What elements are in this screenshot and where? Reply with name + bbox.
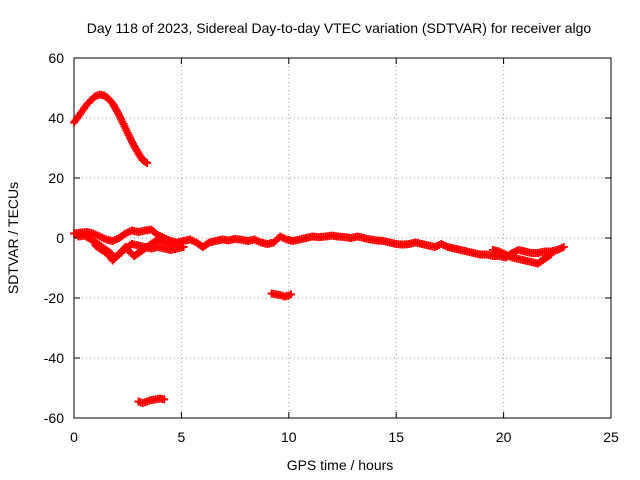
data-point	[286, 290, 295, 299]
series-cluster-minus-54	[134, 394, 169, 407]
data-point	[160, 395, 169, 404]
series-band-branch-b	[123, 235, 177, 260]
data-marks	[70, 90, 568, 407]
y-tick-label: 20	[48, 170, 64, 186]
y-axis-label: SDTVAR / TECUs	[5, 182, 21, 294]
x-tick-label: 10	[281, 429, 297, 445]
series-band-branch-a	[91, 241, 130, 265]
series-cluster-minus-19	[267, 289, 295, 301]
x-axis-label: GPS time / hours	[287, 457, 394, 473]
data-point	[168, 241, 177, 250]
data-point	[203, 239, 212, 248]
y-tick-label: -60	[44, 410, 64, 426]
data-point	[559, 243, 568, 251]
x-tick-label: 20	[496, 429, 512, 445]
y-tick-label: 60	[48, 50, 64, 66]
data-point	[545, 251, 554, 260]
chart-title: Day 118 of 2023, Sidereal Day-to-day VTE…	[87, 20, 592, 36]
x-tick-label: 25	[603, 429, 619, 445]
x-tick-label: 15	[388, 429, 404, 445]
series-main-band	[70, 225, 568, 262]
y-tick-label: 0	[56, 230, 64, 246]
series-band-tail	[488, 246, 555, 268]
data-point	[179, 243, 188, 251]
data-point	[143, 159, 152, 167]
x-tick-labels: 0 5 10 15 20 25	[70, 429, 619, 445]
y-tick-label: 40	[48, 110, 64, 126]
data-point	[546, 250, 555, 259]
series-arc-rise	[70, 90, 152, 167]
y-tick-label: -20	[44, 290, 64, 306]
x-tick-label: 0	[70, 429, 78, 445]
y-tick-labels: -60 -40 -20 0 20 40 60	[44, 50, 64, 426]
x-tick-label: 5	[178, 429, 186, 445]
axis-ticks	[73, 57, 612, 419]
y-tick-label: -40	[44, 350, 64, 366]
